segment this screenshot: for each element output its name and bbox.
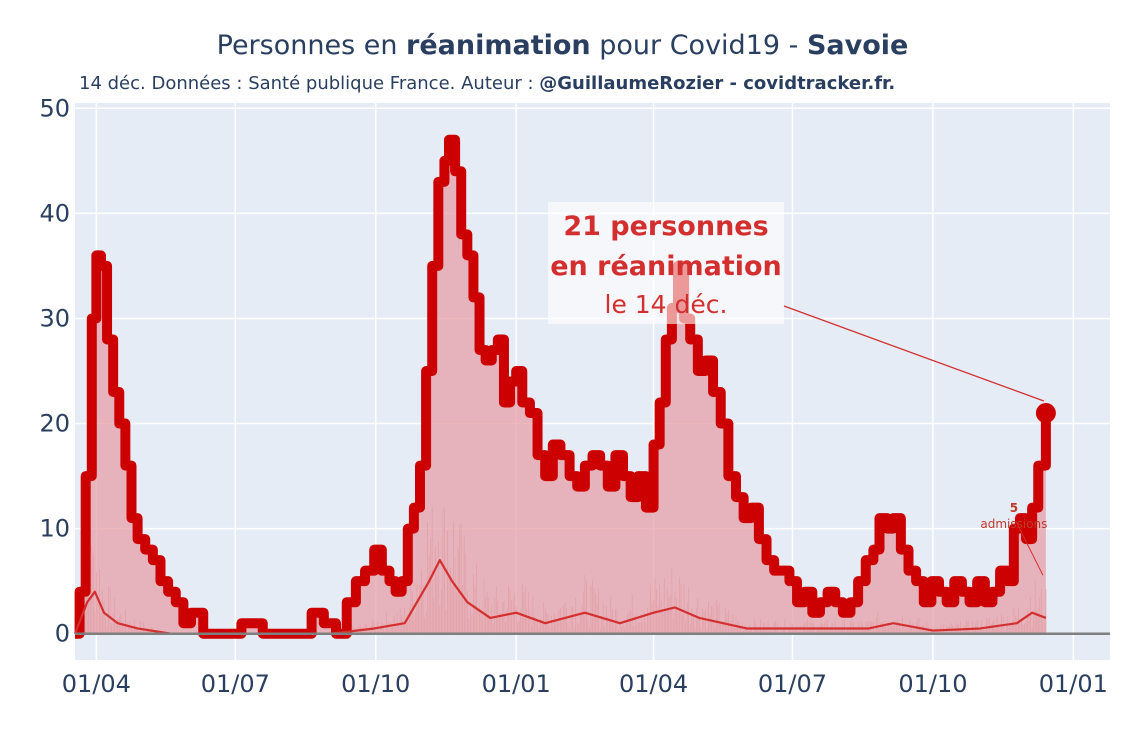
chart-subtitle: 14 déc. Données : Santé publique France.… [79,73,895,94]
x-tick-label: 01/07 [201,670,270,698]
annotation-line2: en réanimation [550,251,782,282]
admissions-label: admissions [980,517,1047,531]
x-tick-label: 01/01 [1039,670,1108,698]
subtitle-text: 14 déc. Données : Santé publique France.… [79,73,540,94]
reanimation-area [75,139,1046,634]
x-tick-label: 01/07 [758,670,827,698]
title-bold-reanimation: réanimation [406,30,591,61]
admissions-arrow [1015,520,1044,576]
y-tick-label: 40 [39,199,70,227]
x-axis-ticks: 01/04 01/07 01/10 01/01 01/04 01/07 01/10 01/01 [62,670,1108,698]
y-tick-label: 30 [39,304,70,332]
x-tick-label: 01/04 [62,670,131,698]
annotation-line3: le 14 déc. [605,290,728,319]
y-tick-label: 50 [39,94,70,122]
annotation-box [548,202,784,324]
subtitle-author: @GuillaumeRozier - covidtracker.fr. [539,73,896,94]
x-tick-label: 01/10 [898,670,967,698]
chart-title: Personnes en réanimation pour Covid19 - … [0,30,1125,61]
last-point-marker [1035,403,1056,424]
admissions-value: 5 [1010,501,1018,515]
y-tick-label: 10 [39,515,70,543]
title-bold-savoie: Savoie [806,30,909,61]
y-axis-ticks: 0 10 20 30 40 50 [39,94,70,647]
annotation-arrow [783,305,1045,402]
x-tick-label: 01/01 [482,670,551,698]
title-part1: Personnes en [216,30,407,61]
y-tick-label: 20 [39,410,70,438]
x-tick-label: 01/10 [341,670,410,698]
x-tick-label: 01/04 [619,670,688,698]
title-part2: pour Covid19 - [590,30,807,61]
y-tick-label: 0 [55,620,70,648]
annotation-line1: 21 personnes [563,211,768,242]
admissions-line [73,559,1047,635]
